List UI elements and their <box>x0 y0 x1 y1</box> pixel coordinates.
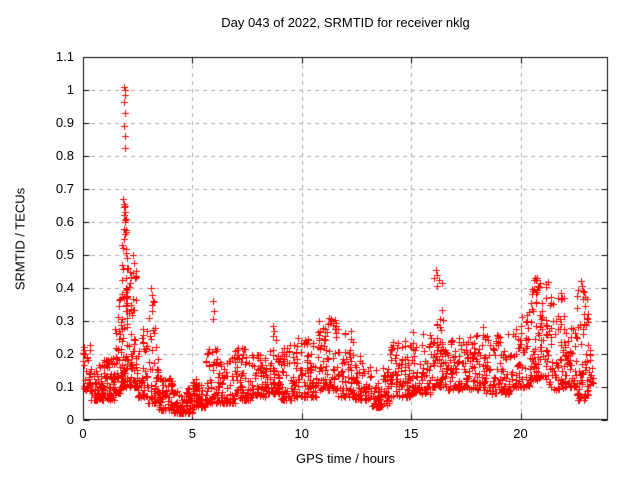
y-tick-label: 0.1 <box>55 379 74 394</box>
y-tick-label: 0.7 <box>55 181 74 196</box>
y-tick-label: 0.5 <box>55 247 74 262</box>
y-tick-label: 0.8 <box>55 148 74 163</box>
y-tick-label: 0 <box>66 412 74 427</box>
y-tick-label: 1.1 <box>55 49 74 64</box>
y-tick-label: 1 <box>66 82 74 97</box>
y-tick-label: 0.9 <box>55 115 74 130</box>
y-tick-label: 0.3 <box>55 313 74 328</box>
x-tick-label: 10 <box>294 426 309 441</box>
chart-title: Day 043 of 2022, SRMTID for receiver nkl… <box>221 15 470 30</box>
x-tick-label: 0 <box>79 426 87 441</box>
y-tick-label: 0.6 <box>55 214 74 229</box>
y-tick-label: 0.4 <box>55 280 74 295</box>
x-axis-label: GPS time / hours <box>296 451 395 466</box>
y-tick-label: 0.2 <box>55 346 74 361</box>
y-axis-label: SRMTID / TECUs <box>12 187 28 291</box>
x-tick-label: 15 <box>403 426 419 441</box>
x-tick-label: 5 <box>188 426 196 441</box>
x-tick-label: 20 <box>513 426 528 441</box>
